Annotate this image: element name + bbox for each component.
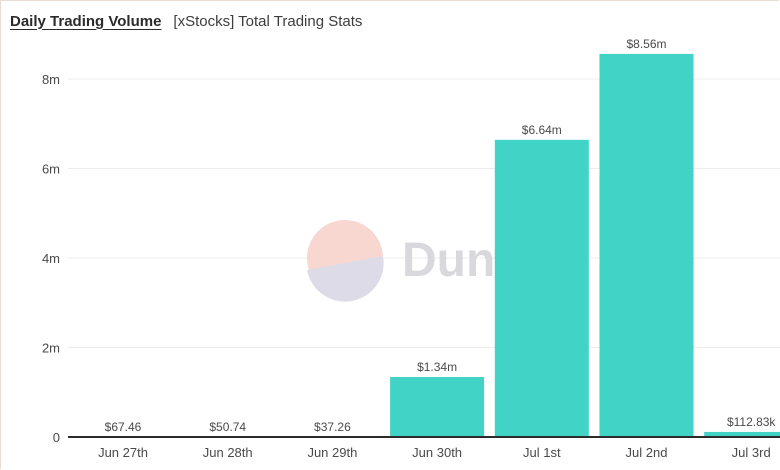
y-tick-label: 4m	[42, 251, 60, 266]
y-tick-label: 2m	[42, 340, 60, 355]
data-label: $6.64m	[522, 123, 562, 137]
x-tick-label: Jul 3rd	[732, 445, 771, 460]
dune-watermark-logo	[307, 220, 384, 302]
bar-jun-30th[interactable]	[390, 377, 485, 437]
chart-title-tab[interactable]: Daily Trading Volume	[10, 12, 162, 30]
data-label: $1.34m	[417, 360, 457, 374]
bar-jul-3rd[interactable]	[704, 431, 780, 437]
x-tick-label: Jun 27th	[98, 445, 148, 460]
data-label: $112.83k	[727, 415, 776, 429]
x-tick-label: Jun 30th	[412, 445, 462, 460]
y-tick-label: 0	[53, 430, 60, 445]
y-tick-label: 8m	[42, 72, 60, 87]
x-tick-label: Jul 1st	[523, 445, 561, 460]
data-label: $8.56m	[626, 37, 666, 51]
x-tick-label: Jul 2nd	[626, 445, 668, 460]
data-label: $67.46	[105, 420, 142, 434]
chart-header: Daily Trading Volume [xStocks] Total Tra…	[10, 10, 362, 32]
chart-subtitle: [xStocks] Total Trading Stats	[173, 12, 363, 30]
x-tick-label: Jun 29th	[307, 445, 357, 460]
y-tick-label: 6m	[42, 161, 60, 176]
x-tick-label: Jun 28th	[203, 445, 253, 460]
bar-jul-1st[interactable]	[494, 139, 589, 437]
bar-jul-2nd[interactable]	[599, 53, 694, 437]
data-label: $37.26	[314, 420, 351, 434]
data-label: $50.74	[209, 420, 246, 434]
